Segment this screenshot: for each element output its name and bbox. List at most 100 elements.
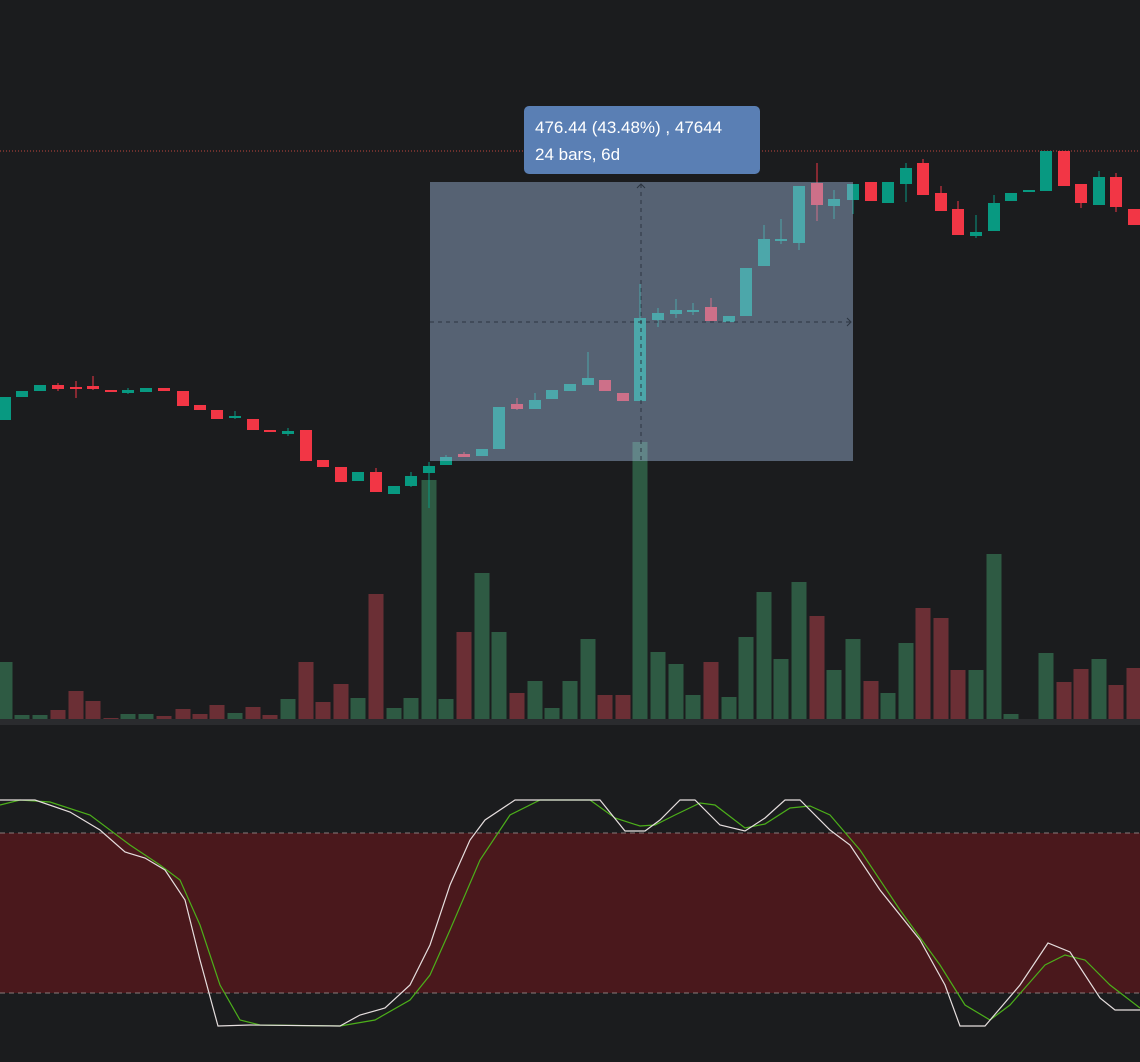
candle-body xyxy=(34,385,46,391)
candle-body xyxy=(370,472,382,492)
volume-bar xyxy=(85,701,101,720)
candle-body xyxy=(300,430,312,461)
stoch-k-line xyxy=(0,799,1140,1027)
candle-body xyxy=(758,239,770,266)
candle-body xyxy=(865,182,877,201)
volume-bar xyxy=(280,699,296,720)
candle-body xyxy=(282,431,294,434)
volume-bar xyxy=(438,699,454,720)
volume-bar xyxy=(580,639,596,720)
volume-bar xyxy=(14,715,30,720)
candle-body xyxy=(1128,209,1140,225)
candle-body xyxy=(423,466,435,473)
volume-bar xyxy=(915,608,931,720)
volume-bar xyxy=(156,716,172,720)
volume-bar xyxy=(120,714,136,720)
candle-body xyxy=(564,384,576,391)
volume-bar xyxy=(298,662,314,720)
volume-bar xyxy=(209,705,225,720)
stoch-d-line xyxy=(0,799,1140,1027)
volume-bar xyxy=(368,594,384,720)
candle-body xyxy=(970,232,982,236)
volume-bar xyxy=(650,652,666,720)
candle-body xyxy=(900,168,912,184)
volume-bar xyxy=(227,713,243,720)
candle-body xyxy=(723,316,735,322)
volume-bar xyxy=(544,708,560,720)
volume-bar xyxy=(738,637,754,720)
candle-body xyxy=(670,310,682,314)
volume-bar xyxy=(880,693,896,720)
volume-bar xyxy=(986,554,1002,720)
volume-bar xyxy=(192,714,208,720)
candle-body xyxy=(634,318,646,401)
volume-bar xyxy=(721,697,737,720)
candle-body xyxy=(617,393,629,401)
volume-bar xyxy=(333,684,349,720)
candle-body xyxy=(1058,151,1070,186)
volume-bar xyxy=(421,480,437,720)
volume-bar xyxy=(968,670,984,720)
candle-body xyxy=(546,390,558,399)
volume-bar xyxy=(597,695,613,720)
volume-bar xyxy=(1056,682,1072,720)
candle-body xyxy=(105,390,117,392)
volume-bar xyxy=(898,643,914,720)
candle-body xyxy=(935,193,947,211)
volume-bar xyxy=(756,592,772,720)
volume-bar xyxy=(175,709,191,720)
volume-bar xyxy=(1108,685,1124,720)
volume-bar xyxy=(68,691,84,720)
stoch-band xyxy=(0,833,1140,993)
candle-body xyxy=(705,307,717,321)
volume-bar xyxy=(403,698,419,720)
volume-bar xyxy=(0,662,13,720)
candle-body xyxy=(740,268,752,316)
volume-bar xyxy=(703,662,719,720)
volume-bar xyxy=(668,664,684,720)
volume-bar xyxy=(1073,669,1089,720)
volume-bar xyxy=(315,702,331,720)
candle-body xyxy=(529,400,541,409)
candle-body xyxy=(476,449,488,456)
candle-body xyxy=(988,203,1000,231)
candle-body xyxy=(264,430,276,432)
volume-bar xyxy=(138,714,154,720)
candle-body xyxy=(599,380,611,391)
volume-bar xyxy=(245,707,261,720)
volume-bar xyxy=(262,715,278,720)
candle-body xyxy=(793,186,805,243)
volume-bar xyxy=(773,659,789,720)
volume-bar xyxy=(562,681,578,720)
measure-tooltip xyxy=(524,106,760,174)
candle-body xyxy=(652,313,664,320)
volume-bar xyxy=(845,639,861,720)
candle-body xyxy=(177,391,189,406)
candle-body xyxy=(1093,177,1105,205)
candle-body xyxy=(828,199,840,206)
tooltip-line: 24 bars, 6d xyxy=(535,145,620,164)
candle-body xyxy=(687,310,699,312)
volume-bar xyxy=(826,670,842,720)
volume-bar xyxy=(1126,668,1140,720)
candle-body xyxy=(158,388,170,391)
candle-body xyxy=(1040,151,1052,191)
candle-body xyxy=(917,163,929,195)
candle-body xyxy=(317,460,329,467)
volume-panel xyxy=(0,442,1140,720)
candle-body xyxy=(847,184,859,200)
candle-body xyxy=(1110,177,1122,207)
candle-body xyxy=(511,404,523,409)
volume-bar xyxy=(32,715,48,720)
volume-bar xyxy=(933,618,949,720)
candle-body xyxy=(140,388,152,392)
candle-body xyxy=(352,472,364,481)
tooltip-line: 476.44 (43.48%) , 47644 xyxy=(535,118,722,137)
volume-bar xyxy=(863,681,879,720)
candle-body xyxy=(335,467,347,482)
candle-body xyxy=(458,454,470,457)
volume-bar xyxy=(509,693,525,720)
volume-bar xyxy=(491,632,507,720)
candle-body xyxy=(16,391,28,397)
